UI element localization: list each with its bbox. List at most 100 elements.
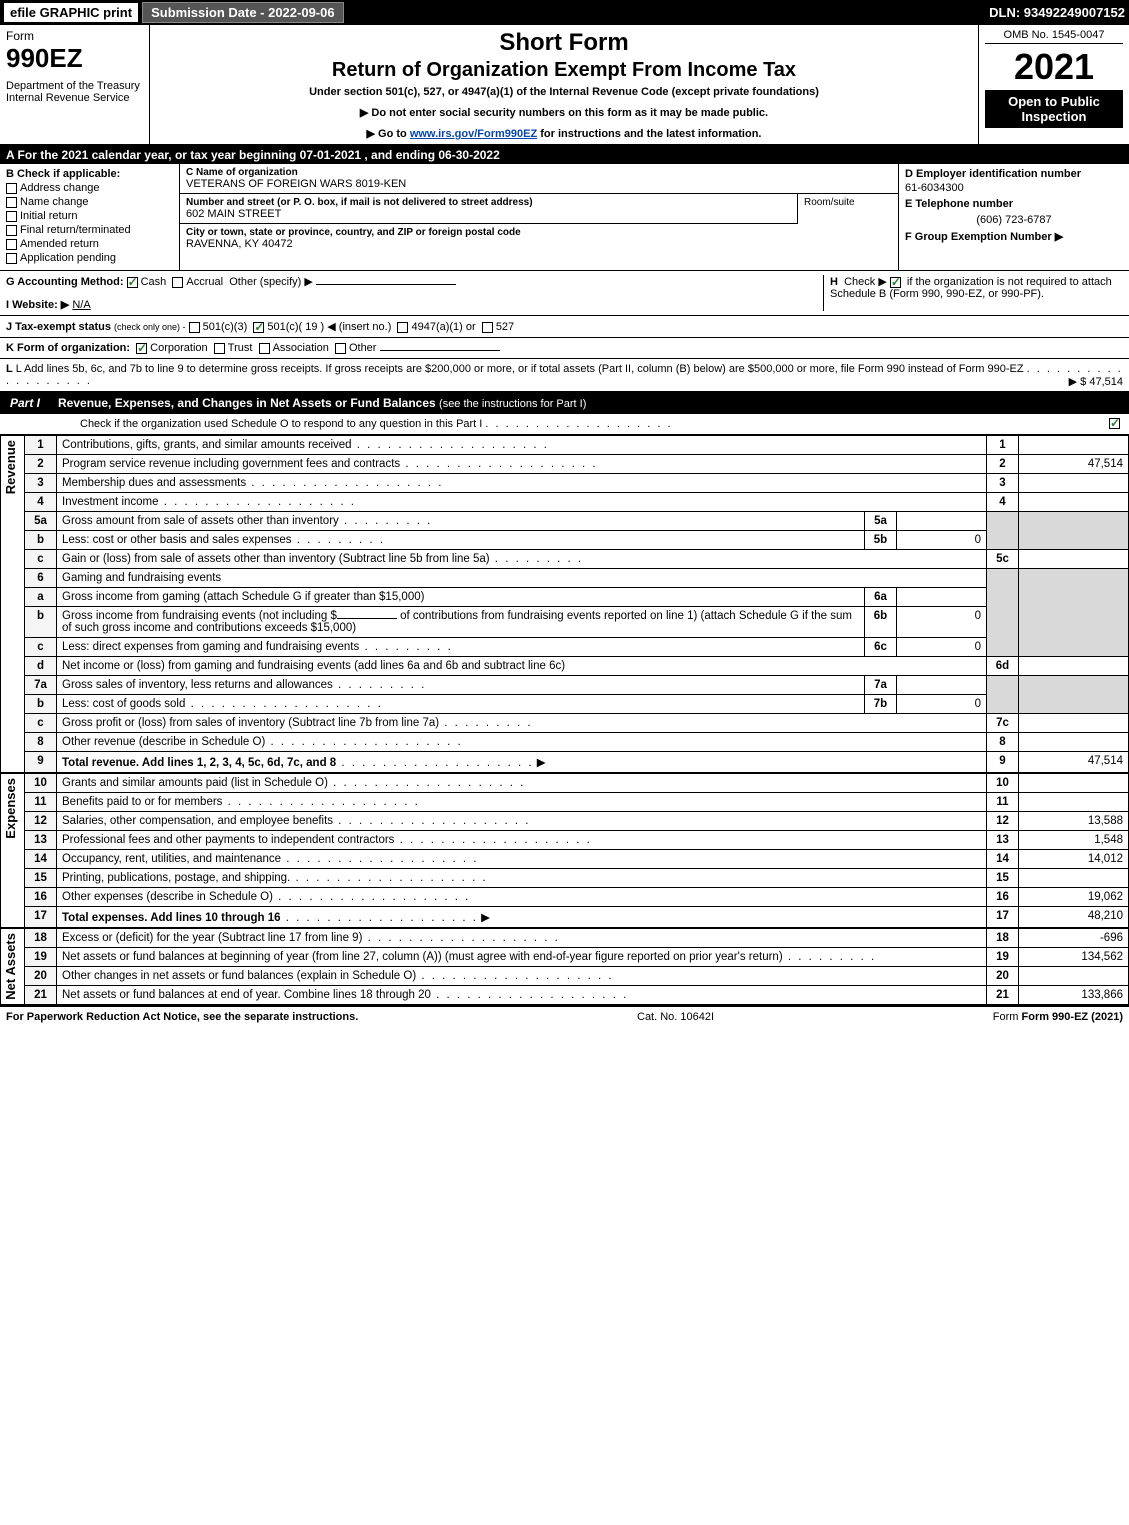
l-text: L Add lines 5b, 6c, and 7b to line 9 to …: [16, 363, 1024, 375]
warn2-pre: ▶ Go to: [367, 128, 410, 140]
l15-desc: Printing, publications, postage, and shi…: [62, 872, 290, 884]
chk-assoc[interactable]: [259, 343, 270, 354]
l18-amt: -696: [1019, 929, 1129, 948]
netassets-section: Net Assets 18Excess or (deficit) for the…: [0, 928, 1129, 1005]
department-label: Department of the Treasury Internal Reve…: [6, 80, 143, 104]
inspection-badge: Open to Public Inspection: [985, 90, 1123, 128]
g-label: G Accounting Method:: [6, 276, 124, 288]
lbl-other-method: Other (specify) ▶: [229, 276, 313, 288]
chk-amended[interactable]: [6, 239, 17, 250]
l16-num: 16: [25, 888, 57, 907]
l7c-amt: [1019, 714, 1129, 733]
chk-h[interactable]: [890, 277, 901, 288]
l5b-sn: 5b: [865, 531, 897, 550]
chk-4947[interactable]: [397, 322, 408, 333]
l8-num: 8: [25, 733, 57, 752]
l4-desc: Investment income: [62, 496, 159, 508]
section-bcd: B Check if applicable: Address change Na…: [0, 164, 1129, 271]
part1-check-dots: [485, 418, 672, 430]
l21-amt: 133,866: [1019, 986, 1129, 1005]
f-group-lbl: F Group Exemption Number ▶: [905, 230, 1123, 243]
l12-num: 12: [25, 812, 57, 831]
efile-label[interactable]: efile GRAPHIC print: [4, 3, 138, 22]
l10-r: 10: [987, 774, 1019, 793]
l16-r: 16: [987, 888, 1019, 907]
l14-num: 14: [25, 850, 57, 869]
l3-desc: Membership dues and assessments: [62, 477, 246, 489]
chk-corp[interactable]: [136, 343, 147, 354]
l11-amt: [1019, 793, 1129, 812]
l8-amt: [1019, 733, 1129, 752]
chk-501c[interactable]: [253, 322, 264, 333]
l10-amt: [1019, 774, 1129, 793]
chk-final[interactable]: [6, 225, 17, 236]
row-j: J Tax-exempt status (check only one) - 5…: [0, 316, 1129, 338]
l6b-d1: Gross income from fundraising events (no…: [62, 610, 337, 622]
page-footer: For Paperwork Reduction Act Notice, see …: [0, 1005, 1129, 1027]
l10-desc: Grants and similar amounts paid (list in…: [62, 777, 328, 789]
l5c-r: 5c: [987, 550, 1019, 569]
sidebar-revenue: Revenue: [1, 436, 20, 498]
l9-num: 9: [25, 752, 57, 773]
sidebar-expenses: Expenses: [1, 774, 20, 843]
revenue-table: 1 Contributions, gifts, grants, and simil…: [24, 435, 1129, 773]
part1-title: Revenue, Expenses, and Changes in Net As…: [58, 396, 436, 410]
chk-initial[interactable]: [6, 211, 17, 222]
chk-trust[interactable]: [214, 343, 225, 354]
l21-desc: Net assets or fund balances at end of ye…: [62, 989, 431, 1001]
b-header: B Check if applicable:: [6, 168, 173, 180]
chk-cash[interactable]: [127, 277, 138, 288]
j-label: J Tax-exempt status: [6, 321, 111, 333]
chk-address[interactable]: [6, 183, 17, 194]
l17-desc: Total expenses. Add lines 10 through 16: [62, 912, 281, 924]
phone: (606) 723-6787: [905, 214, 1123, 226]
c-city-lbl: City or town, state or province, country…: [186, 227, 892, 238]
chk-kother[interactable]: [335, 343, 346, 354]
row-l: L L Add lines 5b, 6c, and 7b to line 9 t…: [0, 359, 1129, 392]
l6c-num: c: [25, 638, 57, 657]
irs-link[interactable]: www.irs.gov/Form990EZ: [410, 128, 537, 140]
l2-num: 2: [25, 455, 57, 474]
l6-num: 6: [25, 569, 57, 588]
chk-accrual[interactable]: [172, 277, 183, 288]
lbl-trust: Trust: [228, 342, 253, 354]
l2-r: 2: [987, 455, 1019, 474]
submission-date: Submission Date - 2022-09-06: [142, 2, 344, 23]
l20-desc: Other changes in net assets or fund bala…: [62, 970, 416, 982]
l19-desc: Net assets or fund balances at beginning…: [62, 951, 783, 963]
l9-desc: Total revenue. Add lines 1, 2, 3, 4, 5c,…: [62, 757, 336, 769]
chk-name[interactable]: [6, 197, 17, 208]
l11-r: 11: [987, 793, 1019, 812]
l5c-amt: [1019, 550, 1129, 569]
netassets-table: 18Excess or (deficit) for the year (Subt…: [24, 928, 1129, 1005]
l15-r: 15: [987, 869, 1019, 888]
part1-rest: (see the instructions for Part I): [439, 398, 586, 410]
expenses-section: Expenses 10 Grants and similar amounts pa…: [0, 773, 1129, 928]
l6b-sa: 0: [897, 607, 987, 638]
org-name: VETERANS OF FOREIGN WARS 8019-KEN: [186, 178, 406, 190]
part1-check-text: Check if the organization used Schedule …: [80, 418, 482, 430]
l11-num: 11: [25, 793, 57, 812]
footer-right-text: Form 990-EZ (2021): [1022, 1011, 1123, 1023]
lbl-initial: Initial return: [20, 210, 77, 222]
l1-desc: Contributions, gifts, grants, and simila…: [62, 439, 352, 451]
footer-right: Form Form 990-EZ (2021): [993, 1011, 1123, 1023]
i-label: I Website: ▶: [6, 299, 69, 311]
l17-r: 17: [987, 907, 1019, 928]
l6-desc: Gaming and fundraising events: [57, 569, 987, 588]
l7b-sn: 7b: [865, 695, 897, 714]
l5b-num: b: [25, 531, 57, 550]
l7b-desc: Less: cost of goods sold: [62, 698, 185, 710]
kother-line: [380, 350, 500, 351]
lbl-527: 527: [496, 321, 514, 333]
k-label: K Form of organization:: [6, 342, 130, 354]
chk-part1-o[interactable]: [1109, 418, 1120, 429]
l1-r: 1: [987, 436, 1019, 455]
l6a-sa: [897, 588, 987, 607]
lbl-name: Name change: [20, 196, 89, 208]
lbl-501c: 501(c)( 19 ) ◀ (insert no.): [267, 321, 391, 333]
l16-desc: Other expenses (describe in Schedule O): [62, 891, 273, 903]
chk-pending[interactable]: [6, 253, 17, 264]
chk-501c3[interactable]: [189, 322, 200, 333]
chk-527[interactable]: [482, 322, 493, 333]
